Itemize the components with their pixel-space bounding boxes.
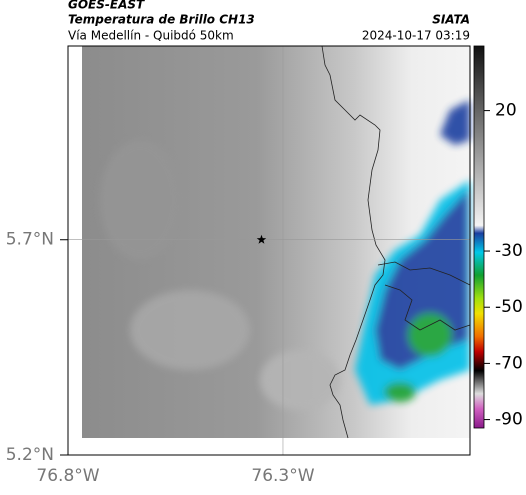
colorbar-tick-label: -70 [495, 353, 523, 373]
colorbar-tick-label: -90 [495, 410, 523, 430]
colorbar-tick-label: 20 [495, 101, 517, 121]
colorbar-tick-label: -50 [495, 297, 523, 317]
x-tick-label: 76.8°W [36, 466, 99, 486]
agency: SIATA [432, 13, 470, 27]
timestamp: 2024-10-17 03:19 [362, 29, 470, 43]
x-tick-label: 76.3°W [251, 466, 314, 486]
y-tick-label: 5.7°N [6, 230, 54, 250]
city-marker [256, 234, 267, 244]
subtitle: Vía Medellín - Quibdó 50km [68, 29, 234, 43]
satellite-image [82, 46, 470, 438]
coastline [321, 45, 471, 439]
title: Temperatura de Brillo CH13 [68, 13, 255, 27]
y-tick-label: 5.2°N [6, 445, 54, 465]
colorbar-tick-label: -30 [495, 241, 523, 261]
colorbar [473, 45, 485, 429]
map-frame [67, 45, 471, 456]
source: GOES-EAST [68, 0, 145, 12]
